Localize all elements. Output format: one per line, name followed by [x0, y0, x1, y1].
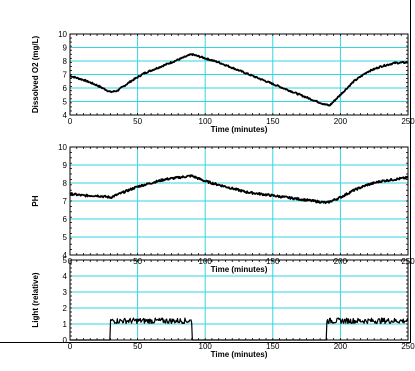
y-axis-label: Light (relative) — [31, 272, 40, 327]
x-tick-label: 250 — [401, 117, 415, 126]
y-tick-label: 2 — [63, 304, 68, 313]
y-tick-label: 4 — [63, 251, 68, 260]
y-axis-label: PH — [31, 195, 40, 206]
y-tick-label: 3 — [63, 288, 68, 297]
y-tick-label: 8 — [63, 57, 68, 66]
y-tick-label: 6 — [63, 215, 68, 224]
data-series-line — [70, 317, 409, 341]
data-series-line — [69, 174, 409, 205]
y-tick-label: 5 — [63, 98, 68, 107]
y-tick-label: 6 — [63, 84, 68, 93]
x-tick-label: 50 — [133, 342, 142, 351]
y-tick-label: 1 — [63, 320, 68, 329]
y-tick-label: 7 — [63, 71, 68, 80]
figure-border — [0, 0, 411, 343]
x-tick-label: 150 — [266, 117, 280, 126]
plot-frame — [69, 146, 409, 256]
data-series-line — [69, 52, 409, 107]
y-tick-label: 4 — [63, 111, 68, 120]
x-tick-label: 0 — [68, 342, 73, 351]
y-tick-label: 10 — [58, 143, 67, 152]
x-tick-label: 150 — [266, 342, 280, 351]
x-tick-label: 250 — [401, 342, 415, 351]
plot-frame — [69, 33, 409, 116]
y-tick-label: 5 — [63, 233, 68, 242]
x-axis-label: Time (minutes) — [211, 350, 268, 359]
x-axis-label: Time (minutes) — [211, 265, 268, 274]
x-tick-label: 200 — [334, 342, 348, 351]
x-tick-label: 100 — [199, 342, 213, 351]
y-tick-label: 0 — [63, 336, 68, 345]
y-tick-label: 5 — [63, 256, 68, 265]
y-tick-label: 8 — [63, 179, 68, 188]
y-tick-label: 7 — [63, 197, 68, 206]
y-tick-label: 9 — [63, 161, 68, 170]
y-axis-label: Dissolved O2 (mg/L) — [31, 35, 40, 113]
x-axis-label: Time (minutes) — [211, 125, 268, 134]
y-tick-label: 10 — [58, 30, 67, 39]
y-tick-label: 4 — [63, 272, 68, 281]
x-tick-label: 200 — [334, 117, 348, 126]
x-tick-label: 100 — [199, 117, 213, 126]
x-tick-label: 0 — [68, 117, 73, 126]
x-tick-label: 50 — [133, 117, 142, 126]
y-tick-label: 9 — [63, 44, 68, 53]
